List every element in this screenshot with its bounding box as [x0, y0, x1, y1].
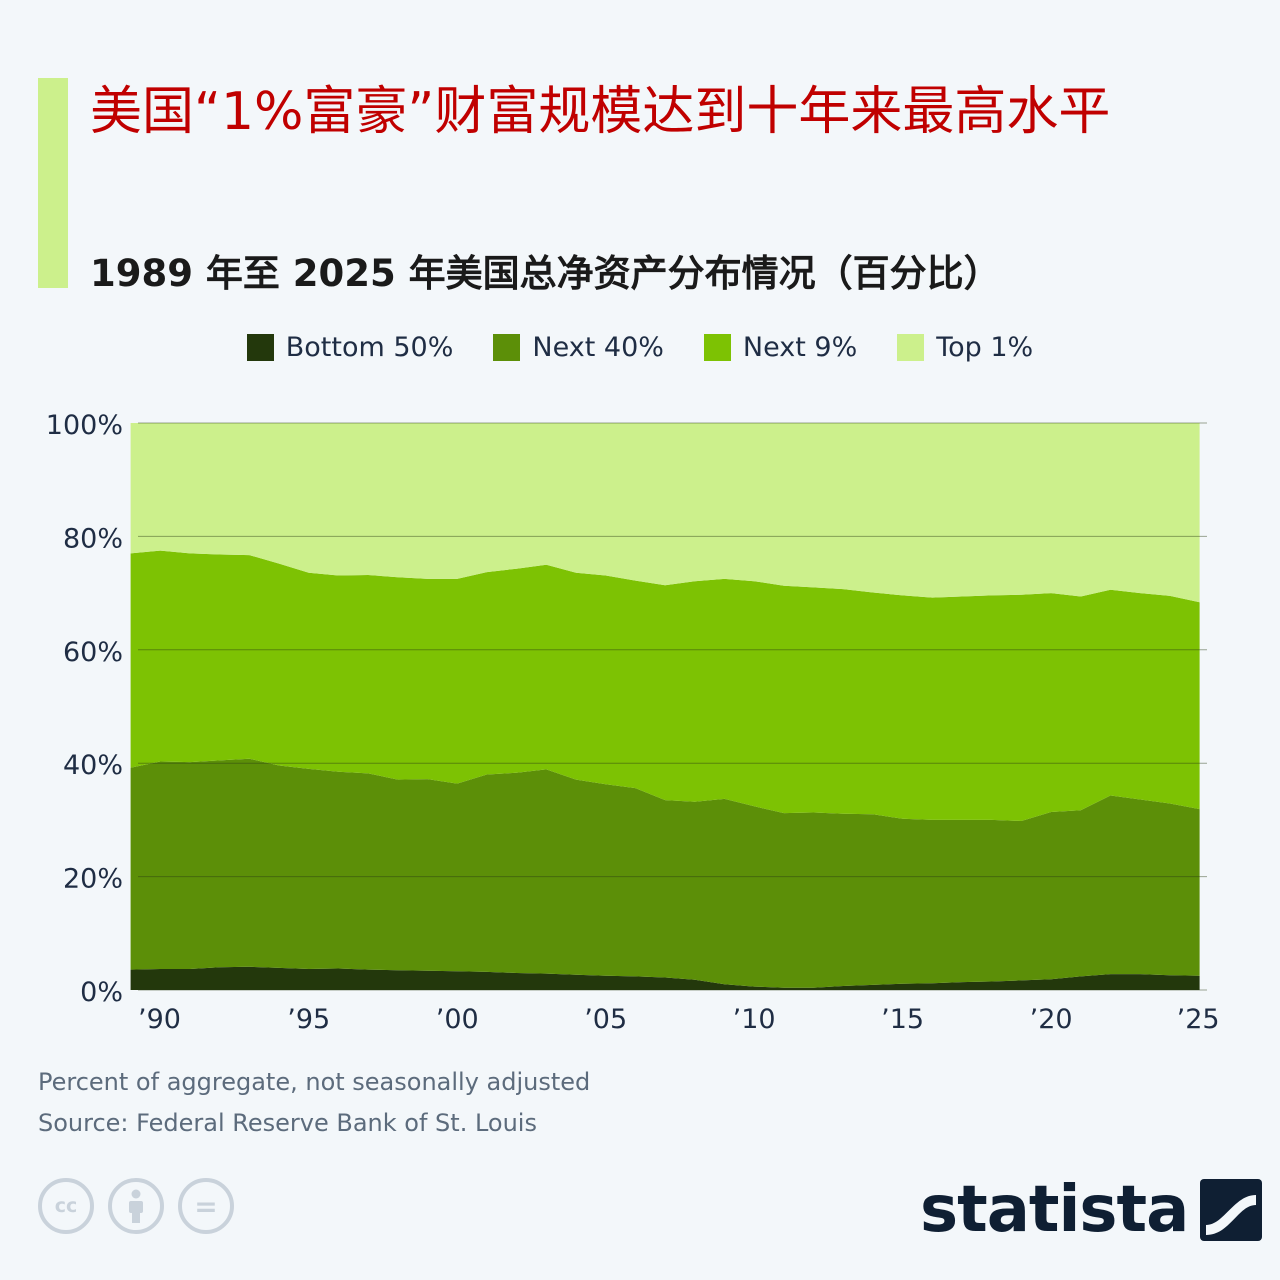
person-glyph-icon — [129, 1189, 143, 1223]
x-tick-label: ’20 — [1030, 1004, 1073, 1035]
legend-swatch-next-40 — [493, 334, 521, 361]
x-tick-label: ’10 — [733, 1004, 776, 1035]
y-tick-label: 40% — [63, 750, 123, 781]
area-series-next-40 — [130, 758, 1200, 988]
legend: Bottom 50% Next 40% Next 9% Top 1% — [0, 332, 1280, 363]
x-tick-label: ’00 — [436, 1004, 479, 1035]
legend-item-next-40: Next 40% — [493, 332, 664, 363]
chart-subtitle: 1989 年至 2025 年美国总净资产分布情况（百分比） — [90, 252, 1001, 295]
statista-logo-mark-icon — [1200, 1179, 1263, 1241]
legend-swatch-top-1 — [897, 334, 925, 361]
legend-label-top-1: Top 1% — [936, 332, 1034, 363]
title-accent-bar — [38, 78, 68, 288]
x-tick-label: ’95 — [287, 1004, 330, 1035]
x-tick-label: ’25 — [1177, 1004, 1220, 1035]
area-series-next-9 — [130, 550, 1200, 821]
y-tick-label: 0% — [80, 977, 123, 1008]
legend-label-next-9: Next 9% — [742, 332, 858, 363]
chart-title: 美国“1%富豪”财富规模达到十年来最高水平 — [90, 82, 1111, 142]
no-derivatives-icon[interactable]: = — [178, 1178, 234, 1234]
x-tick-label: ’05 — [584, 1004, 627, 1035]
legend-label-next-40: Next 40% — [532, 332, 664, 363]
x-tick-label: ’90 — [138, 1004, 181, 1035]
license-icons: cc = — [38, 1178, 234, 1234]
legend-item-top-1: Top 1% — [897, 332, 1033, 363]
chart-source: Source: Federal Reserve Bank of St. Loui… — [38, 1109, 537, 1137]
y-tick-label: 20% — [63, 864, 123, 895]
legend-swatch-bottom-50 — [246, 334, 274, 361]
area-series-bottom-50 — [130, 966, 1200, 990]
legend-item-bottom-50: Bottom 50% — [246, 332, 454, 363]
y-tick-label: 60% — [63, 637, 123, 668]
chart-note: Percent of aggregate, not seasonally adj… — [38, 1068, 591, 1096]
legend-item-next-9: Next 9% — [703, 332, 858, 363]
area-series-top-1 — [130, 423, 1200, 603]
legend-swatch-next-9 — [703, 334, 731, 361]
creative-commons-icon[interactable]: cc — [38, 1178, 94, 1234]
y-tick-label: 80% — [63, 523, 123, 554]
legend-label-bottom-50: Bottom 50% — [285, 332, 454, 363]
attribution-person-icon[interactable] — [108, 1178, 164, 1234]
x-tick-label: ’15 — [881, 1004, 924, 1035]
stacked-area-chart: 0% 20% 40% 60% 80% 100% ’90 ’95 ’00 ’05 ’10 ’15 ’20 ’… — [46, 410, 1220, 1035]
y-tick-label: 100% — [46, 410, 123, 441]
statista-logo[interactable]: statista — [920, 1170, 1263, 1250]
statista-logo-text: statista — [920, 1173, 1189, 1247]
